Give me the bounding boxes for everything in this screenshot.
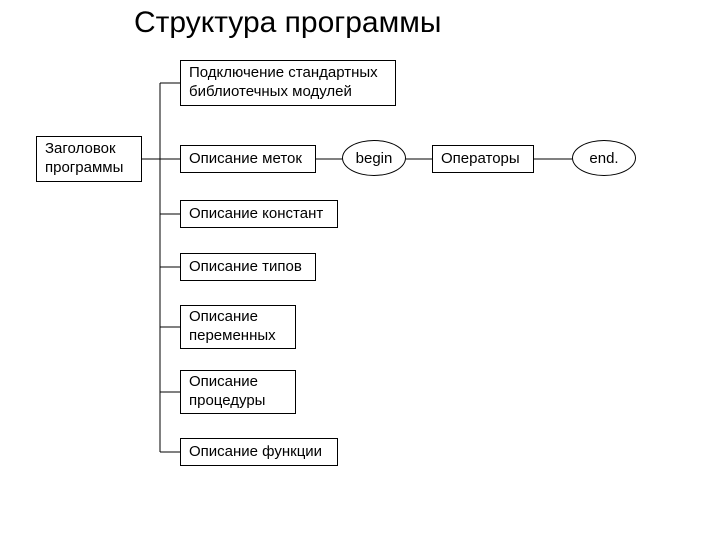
node-header-label: Заголовок программы	[45, 140, 123, 178]
node-constants-label: Описание констант	[189, 205, 323, 224]
node-end-label: end.	[589, 150, 618, 167]
node-labels: Описание меток	[180, 145, 316, 173]
node-begin: begin	[342, 140, 406, 176]
node-funcs-label: Описание функции	[189, 443, 322, 462]
node-operators: Операторы	[432, 145, 534, 173]
node-modules: Подключение стандартных библиотечных мод…	[180, 60, 396, 106]
node-operators-label: Операторы	[441, 150, 520, 169]
diagram-title: Структура программы	[134, 6, 441, 40]
node-types-label: Описание типов	[189, 258, 302, 277]
node-end: end.	[572, 140, 636, 176]
node-begin-label: begin	[356, 150, 393, 167]
node-procs: Описание процедуры	[180, 370, 296, 414]
node-types: Описание типов	[180, 253, 316, 281]
node-constants: Описание констант	[180, 200, 338, 228]
node-labels-label: Описание меток	[189, 150, 302, 169]
node-modules-label: Подключение стандартных библиотечных мод…	[189, 64, 378, 102]
node-vars-label: Описаниепеременных	[189, 308, 276, 346]
node-header: Заголовок программы	[36, 136, 142, 182]
node-funcs: Описание функции	[180, 438, 338, 466]
node-procs-label: Описание процедуры	[189, 373, 265, 411]
node-vars: Описаниепеременных	[180, 305, 296, 349]
